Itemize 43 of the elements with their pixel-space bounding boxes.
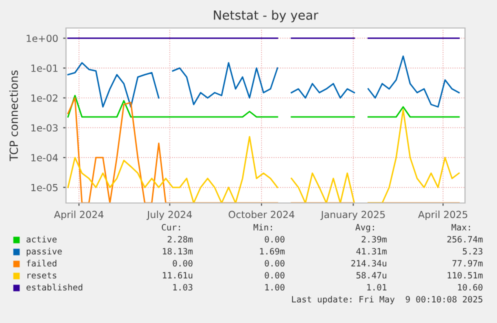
legend-label: resets — [28, 272, 56, 279]
text: 2.28m — [168, 236, 193, 243]
x-tick-label: April 2024 — [54, 210, 104, 220]
text: 256.74m — [447, 236, 483, 243]
x-tick-label: October 2024 — [228, 210, 294, 218]
y-tick-label: 1e-01 — [31, 64, 58, 72]
text: 0.00 — [264, 272, 284, 279]
legend-label: active — [26, 236, 57, 243]
text: 5.23 — [462, 248, 482, 255]
text: 1.69m — [260, 248, 285, 255]
x-tick-label: April 2025 — [418, 210, 468, 220]
y-tick-label: 1e+00 — [26, 34, 58, 42]
text: 2.39m — [362, 236, 387, 243]
text: Max: — [452, 224, 470, 231]
text: 1.00 — [265, 284, 284, 291]
text: 18.13m — [162, 248, 193, 255]
text: 0.00 — [264, 260, 284, 267]
text: 1.01 — [367, 284, 386, 291]
text: Avg: — [355, 224, 374, 232]
text: Min: — [254, 224, 272, 230]
y-tick-label: 1e-02 — [31, 94, 58, 102]
legend-label: failed — [26, 260, 56, 267]
chart-title: Netstat - by year — [214, 10, 318, 22]
legend-label: established — [26, 284, 82, 291]
y-tick-label: 1e-04 — [31, 154, 58, 162]
text: Last update: Fri May 9 00:10:08 2025 — [292, 296, 482, 304]
y-tick-label: 1e-03 — [31, 124, 58, 132]
x-tick-label: July 2024 — [146, 210, 192, 220]
text: 11.61u — [162, 272, 192, 279]
x-tick-label: January 2025 — [320, 210, 385, 220]
text: Cur: — [162, 224, 180, 231]
text: 58.47u — [356, 272, 386, 279]
text: 110.51m — [448, 272, 483, 279]
text: 0.00 — [264, 236, 284, 243]
y-axis-title: TCP connections — [9, 70, 18, 162]
text: 214.34u — [351, 260, 386, 267]
text: 77.97m — [452, 260, 483, 267]
y-tick-label: 1e-05 — [31, 184, 58, 192]
text: 41.31m — [356, 248, 387, 255]
text: 0.00 — [172, 260, 192, 267]
legend-label: passive — [26, 248, 62, 256]
text: 10.60 — [458, 284, 482, 291]
text: 1.03 — [173, 284, 192, 291]
